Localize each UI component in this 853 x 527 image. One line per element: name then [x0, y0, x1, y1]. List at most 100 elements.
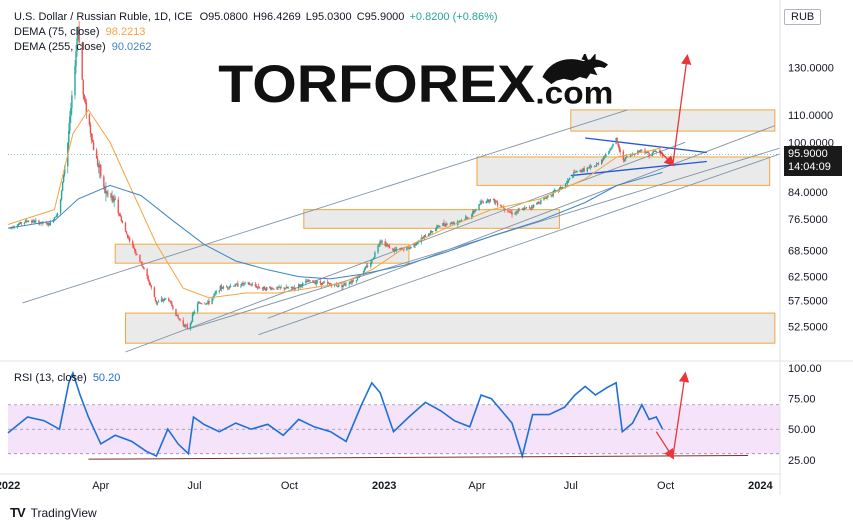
- candle-body-429: [626, 156, 629, 158]
- candle-body-238: [351, 280, 353, 283]
- candle-body-441: [645, 152, 647, 154]
- time-tick-8: 2024: [748, 480, 773, 492]
- candle-body-185: [276, 287, 278, 290]
- candle-body-204: [302, 282, 304, 286]
- rsi-label: RSI (13, close): [14, 372, 87, 384]
- candle-body-290: [427, 234, 430, 237]
- candle-body-289: [424, 235, 427, 237]
- candle-body-396: [580, 170, 582, 172]
- candle-body-399: [583, 168, 585, 172]
- candle-body-329: [482, 202, 484, 204]
- candle-body-391: [573, 171, 575, 177]
- candle-body-193: [286, 286, 289, 289]
- candle-body-55: [88, 114, 91, 125]
- candle-body-211: [313, 282, 315, 283]
- candle-body-143: [214, 293, 216, 295]
- candle-body-366: [537, 202, 539, 204]
- candle-body-157: [235, 284, 237, 286]
- candle-body-122: [184, 325, 186, 327]
- candle-body-264: [388, 245, 391, 249]
- candle-body-368: [539, 203, 541, 204]
- candle-body-430: [629, 154, 632, 157]
- channel-line-0: [22, 109, 628, 304]
- candle-body-127: [191, 314, 194, 322]
- forecast-arrow-down: [658, 150, 675, 167]
- candle-body-408: [596, 163, 599, 165]
- candle-body-94: [143, 267, 145, 269]
- candle-body-50: [81, 42, 83, 80]
- candle-body-235: [348, 283, 350, 285]
- candle-body-66: [104, 186, 106, 193]
- candle-body-212: [314, 282, 316, 284]
- candle-body-375: [550, 195, 552, 197]
- candle-body-201: [298, 284, 301, 287]
- candle-body-174: [258, 287, 261, 289]
- candle-body-86: [133, 245, 135, 249]
- candle-body-162: [242, 282, 244, 285]
- candle-body-126: [190, 321, 193, 324]
- candle-body-75: [117, 199, 119, 214]
- candle-body-113: [171, 302, 173, 307]
- candle-body-111: [169, 301, 171, 302]
- candle-body-67: [105, 191, 107, 193]
- candle-body-349: [511, 212, 513, 215]
- candle-body-243: [358, 275, 361, 278]
- candle-body-140: [211, 298, 213, 305]
- axes: 130.0000110.0000100.000084.000076.500068…: [0, 0, 834, 495]
- candle-body-422: [617, 141, 619, 147]
- candle-body-409: [597, 163, 600, 165]
- candle-body-176: [262, 286, 265, 289]
- candle-body-105: [160, 299, 163, 302]
- tradingview-logo-icon: TV: [10, 505, 26, 520]
- candle-body-150: [225, 286, 228, 288]
- candle-body-363: [531, 206, 534, 208]
- candle-body-271: [399, 248, 402, 250]
- candle-body-294: [431, 231, 434, 233]
- candle-body-190: [283, 287, 285, 290]
- candle-body-104: [157, 301, 160, 303]
- candle-body-189: [280, 287, 282, 289]
- currency-button[interactable]: RUB: [784, 9, 822, 25]
- change-value: +0.8200 (+0.86%): [409, 11, 498, 23]
- candle-body-283: [416, 242, 418, 245]
- candle-body-39: [63, 166, 66, 175]
- candle-body-192: [285, 286, 287, 289]
- tradingview-footer[interactable]: TV TradingView: [10, 505, 97, 520]
- candle-body-136: [205, 303, 207, 305]
- candle-body-11: [24, 220, 27, 223]
- candle-body-323: [474, 210, 476, 213]
- candle-body-183: [272, 288, 274, 289]
- candle-body-424: [619, 149, 621, 152]
- candle-body-383: [560, 187, 563, 189]
- candle-body-415: [608, 151, 610, 155]
- candle-body-373: [546, 196, 548, 199]
- candle-body-334: [489, 198, 492, 202]
- candle-body-395: [579, 170, 581, 171]
- rsi-tick-3: 25.00: [788, 455, 816, 467]
- candle-body-359: [525, 207, 528, 208]
- candle-body-286: [421, 238, 424, 239]
- candle-body-428: [625, 156, 628, 158]
- candle-body-74: [114, 198, 116, 200]
- open-label: O: [199, 11, 209, 23]
- candle-body-12: [25, 220, 28, 222]
- candle-body-60: [95, 150, 98, 159]
- candle-body-132: [199, 302, 201, 304]
- candle-body-297: [437, 225, 439, 227]
- price-tick-4: 76.5000: [788, 214, 828, 226]
- candle-body-318: [466, 217, 469, 219]
- candle-body-120: [182, 320, 184, 325]
- candle-body-242: [357, 276, 360, 278]
- candle-body-82: [126, 234, 129, 238]
- candle-body-254: [374, 252, 376, 258]
- candle-body-427: [624, 157, 627, 161]
- candle-body-379: [554, 189, 557, 191]
- candle-body-365: [536, 203, 538, 205]
- candle-body-95: [146, 268, 148, 277]
- trend-channel-lines: [8, 109, 780, 353]
- candle-body-16: [32, 220, 34, 223]
- candle-body-153: [228, 286, 231, 289]
- candle-body-410: [600, 159, 603, 164]
